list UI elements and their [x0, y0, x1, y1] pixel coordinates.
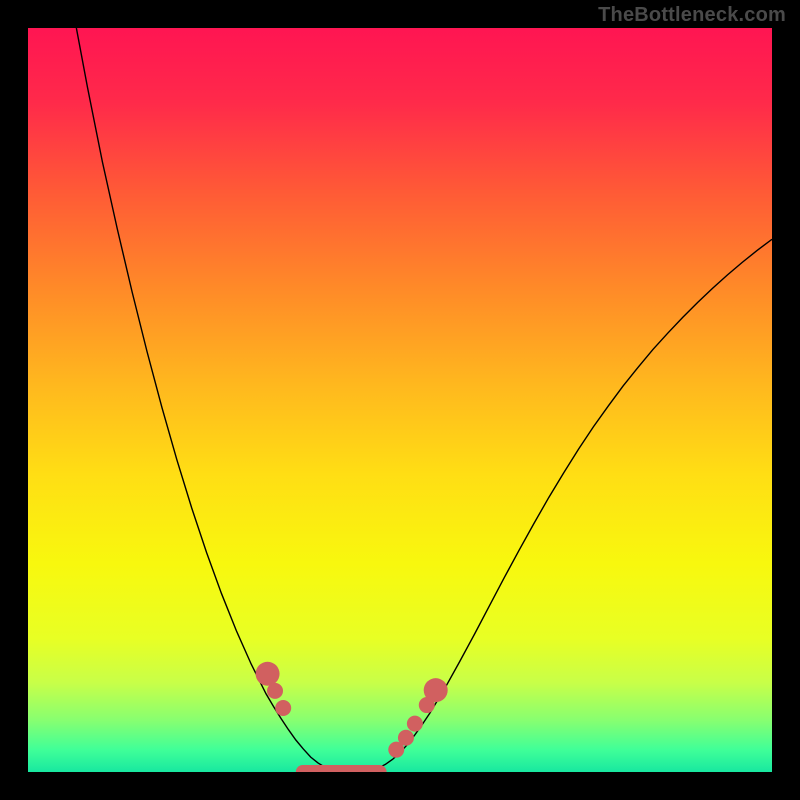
chart-plot-area — [28, 28, 772, 772]
chart-marker — [398, 730, 414, 746]
chart-marker — [267, 683, 283, 699]
watermark-text: TheBottleneck.com — [598, 4, 786, 27]
marker-trough-bar — [296, 765, 387, 772]
outer-frame: TheBottleneck.com — [0, 0, 800, 800]
chart-marker — [256, 662, 280, 686]
chart-marker — [275, 700, 291, 716]
chart-marker — [419, 697, 435, 713]
chart-background — [28, 28, 772, 772]
chart-svg — [28, 28, 772, 772]
chart-marker — [407, 716, 423, 732]
